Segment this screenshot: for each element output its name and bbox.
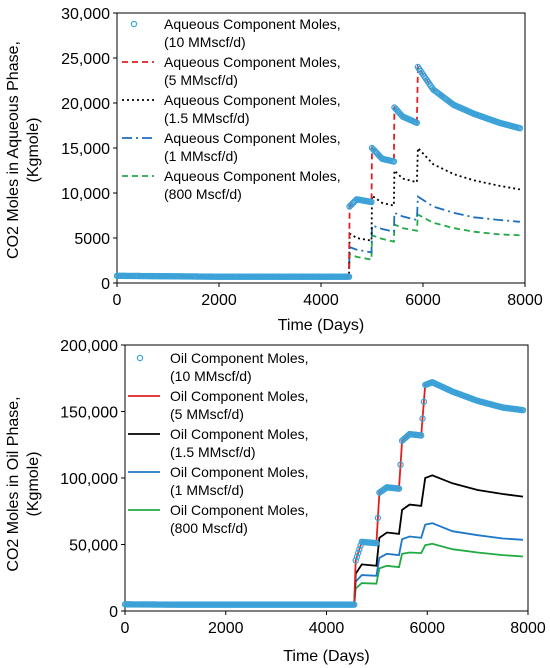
legend-entry: Oil Component Moles,	[170, 350, 309, 366]
series-5	[124, 542, 524, 606]
legend-entry: Aqueous Component Moles,	[164, 54, 341, 70]
y-tick-label: 10,000	[61, 186, 110, 203]
x-tick-label: 0	[121, 620, 130, 637]
legend-entry: Oil Component Moles,	[170, 388, 309, 404]
y-tick-label: 25,000	[61, 51, 110, 68]
data-point	[418, 432, 425, 439]
series-5	[116, 213, 520, 278]
data-point	[373, 539, 380, 547]
series-1	[121, 379, 527, 608]
y-tick-label: 15,000	[61, 141, 110, 158]
legend-entry: (800 Mscf/d)	[170, 520, 248, 536]
y-axis-label-line: CO2 Moles in Aqueous Phase,	[5, 41, 22, 259]
series-line	[116, 194, 520, 278]
legend-entry: Oil Component Moles,	[170, 426, 309, 442]
oil-phase-chart: 0 50,000 100,000 150,000 200,000 0 2000 4000 600…	[5, 338, 546, 665]
x-tick-label: 6000	[405, 292, 441, 309]
legend-entry: (1.5 MMscf/d)	[170, 444, 256, 460]
legend-swatch	[136, 354, 144, 362]
series-line	[124, 542, 524, 606]
data-point	[354, 549, 362, 557]
legend-entry: (5 MMscf/d)	[164, 72, 238, 88]
legend-entry: (10 MMscf/d)	[170, 368, 252, 384]
y-tick-label: 5000	[74, 231, 110, 248]
x-tick-label: 0	[113, 292, 122, 309]
x-tick-label: 2000	[208, 620, 244, 637]
y-tick-label: 100,000	[60, 471, 118, 488]
x-axis-label: Time (Days)	[278, 317, 365, 334]
x-tick-label: 6000	[409, 620, 445, 637]
y-axis-label: CO2 Moles in Oil Phase, (Kgmole)	[5, 396, 42, 571]
x-tick-label: 8000	[507, 292, 543, 309]
data-point	[419, 415, 426, 422]
x-tick-label: 8000	[510, 620, 546, 637]
legend-entry: (10 MMscf/d)	[164, 34, 246, 50]
legend-entry: Aqueous Component Moles,	[164, 130, 341, 146]
legend-entry: (1 MMscf/d)	[164, 148, 238, 164]
aqueous-phase-chart: 0 5000 10,000 15,000 20,000 25,000 30,000 0 2000…	[5, 6, 543, 334]
x-axis-label: Time (Days)	[283, 648, 370, 665]
data-point	[356, 546, 363, 553]
y-axis-label-line: (Kgmole)	[25, 452, 42, 517]
data-point	[395, 485, 403, 492]
legend-entry: Aqueous Component Moles,	[164, 16, 341, 32]
y-tick-label: 50,000	[69, 538, 118, 555]
data-point	[374, 514, 382, 522]
data-point	[368, 198, 375, 206]
data-point	[397, 461, 404, 468]
series-4	[116, 194, 520, 278]
legend-marker	[136, 354, 144, 362]
data-point	[352, 557, 359, 564]
x-tick-label: 4000	[303, 292, 339, 309]
legend-entry: Oil Component Moles,	[170, 464, 309, 480]
x-tick-label: 2000	[201, 292, 237, 309]
data-point	[351, 601, 358, 608]
data-point	[353, 553, 361, 560]
series-line	[116, 213, 520, 278]
y-axis-label-line: CO2 Moles in Oil Phase,	[5, 396, 22, 571]
series-1	[113, 63, 524, 280]
legend-entry: (1 MMscf/d)	[170, 482, 244, 498]
data-point	[345, 273, 353, 280]
y-axis-label: CO2 Moles in Aqueous Phase, (Kgmole)	[5, 41, 42, 259]
y-tick-label: 0	[101, 276, 110, 293]
y-tick-label: 150,000	[60, 405, 118, 422]
legend-entry: Aqueous Component Moles,	[164, 92, 341, 108]
legend-entry: (800 Mscf/d)	[164, 186, 242, 202]
legend-entry: (1.5 MMscf/d)	[164, 110, 250, 126]
data-point	[519, 406, 527, 414]
data-point	[413, 119, 421, 127]
y-axis-label-line: (Kgmole)	[25, 118, 42, 183]
legend-entry: Oil Component Moles,	[170, 502, 309, 518]
legend-marker	[130, 20, 138, 28]
data-point	[516, 124, 524, 132]
data-point	[390, 158, 398, 165]
x-tick-label: 4000	[309, 620, 345, 637]
legend-entry: (5 MMscf/d)	[170, 406, 244, 422]
legend-swatch	[130, 20, 138, 28]
y-tick-label: 20,000	[61, 96, 110, 113]
y-tick-label: 200,000	[60, 338, 118, 355]
legend-entry: Aqueous Component Moles,	[164, 168, 341, 184]
y-tick-label: 30,000	[61, 6, 110, 23]
data-point	[420, 398, 428, 405]
y-tick-label: 0	[109, 604, 118, 621]
